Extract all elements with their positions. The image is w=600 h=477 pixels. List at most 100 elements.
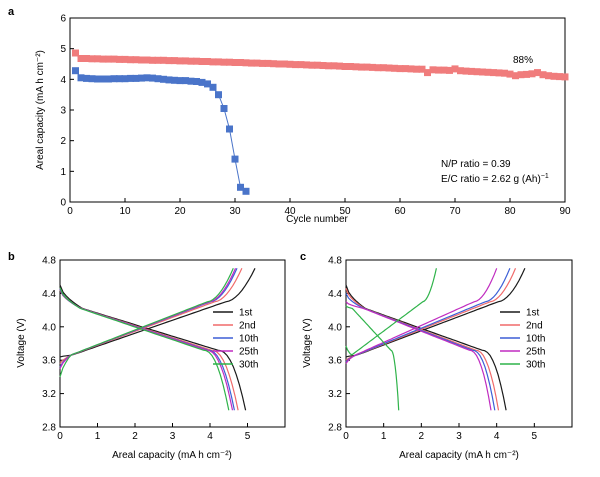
retention-annotation: 88% (513, 55, 533, 66)
panel-b-ytick-label: 4.0 (42, 322, 56, 333)
panel-b-ytick-label: 4.8 (42, 256, 56, 267)
panel-a-chart: 0 10 20 30 40 50 60 70 80 90 0 1 2 3 4 5 6 Cycle number… (35, 14, 571, 226)
panel-a-series-0-point (319, 62, 327, 69)
panel-b-ytick-label: 4.4 (42, 289, 56, 300)
panel-a-series-0-point (352, 63, 360, 71)
panel-c-ytick-label: 2.8 (328, 423, 342, 434)
panel-a-series-1-point (99, 75, 107, 83)
panel-a-series-0-point (330, 62, 338, 70)
panel-a-series-0-point (297, 61, 305, 69)
panel-a-series-0-point (336, 62, 343, 70)
panel-a-series-0-point (561, 73, 569, 81)
panel-a-series-0-point (545, 72, 552, 80)
panel-a-series-0-point (325, 62, 332, 70)
panel-letter-a: a (8, 6, 15, 18)
panel-a-series-0-point (116, 55, 123, 63)
panel-a-series-0-point (253, 59, 261, 67)
panel-a-series-0-point (528, 70, 536, 78)
panel-a-series-0-point (77, 55, 85, 62)
panel-a-series-0-point (94, 55, 101, 63)
panel-a-series-0-point (512, 72, 519, 80)
panel-a-xlabel: Cycle number (286, 214, 348, 225)
panel-a-series-0-point (154, 56, 162, 64)
panel-a-series-0-point (160, 56, 167, 64)
panel-a-series-1-point (72, 67, 79, 75)
panel-a-series-0-point (341, 63, 349, 70)
panel-c-1st-discharge-curve (345, 284, 507, 411)
legend-label-1st: 1st (239, 308, 253, 319)
panel-a-series-0-point (523, 70, 530, 78)
panel-a-series-0-point (550, 72, 558, 80)
panel-c-ytick-label: 3.6 (328, 356, 342, 367)
panel-a-series-1-point (237, 183, 244, 191)
panel-a-series-1-point (127, 74, 134, 82)
panel-a-series-0-point (385, 64, 393, 72)
np-ratio-annotation: N/P ratio = 0.39 (441, 159, 511, 170)
panel-a-series-0-point (517, 71, 525, 79)
panel-a-series-1-point (77, 74, 85, 82)
panel-a-series-1-point (94, 75, 101, 83)
panel-a-series-0-point (413, 65, 420, 73)
panel-a-series-0-point (440, 66, 448, 74)
panel-b-1st-discharge-curve (59, 284, 247, 411)
panel-c-10th-charge-curve (345, 268, 511, 363)
panel-a-series-0-point (314, 61, 321, 69)
panel-a-series-0-point (281, 60, 288, 68)
panel-b-ytick-label: 2.8 (42, 423, 56, 434)
panel-a-series-1-point (121, 75, 129, 83)
panel-a-series-1-point (220, 105, 228, 112)
panel-a-series-1-point (198, 78, 206, 86)
panel-b-1st-charge-curve (59, 268, 256, 358)
panel-a-series-0-point (534, 69, 541, 77)
panel-c-25th-discharge-curve (345, 301, 492, 411)
panel-a-ytick-label: 5 (60, 44, 66, 55)
panel-a-series-0-point (143, 56, 151, 64)
panel-a-series-1-point (176, 77, 184, 85)
legend-label-30th: 30th (526, 360, 545, 371)
panel-a-series-1-point (182, 77, 189, 85)
panel-letter-b: b (8, 251, 15, 263)
panel-a-series-0-point (479, 68, 486, 76)
panel-a-series-0-point (165, 57, 173, 65)
panel-a-series-0-point (121, 55, 129, 63)
panel-a-series-0-point (374, 64, 382, 72)
panel-a-series-0-point (435, 66, 442, 74)
panel-c-ytick-label: 4.8 (328, 256, 342, 267)
panel-a-series-0-point (99, 55, 107, 63)
panel-a-series-0-point (105, 55, 112, 63)
panel-a-series-1-point (132, 74, 140, 82)
panel-a-series-0-point (242, 59, 250, 67)
panel-c-xtick-label: 5 (532, 431, 538, 442)
legend-label-2nd: 2nd (526, 321, 543, 332)
panel-a-series-0-point (347, 63, 354, 70)
panel-a-ytick-label: 0 (60, 198, 66, 209)
panel-a-xtick-label: 20 (174, 206, 186, 217)
panel-a-series-1-point (226, 125, 233, 133)
panel-a-series-0-point (369, 63, 376, 71)
panel-a-xtick-label: 10 (119, 206, 131, 217)
panel-c-ytick-label: 4.0 (328, 322, 342, 333)
panel-a-xtick-label: 70 (449, 206, 461, 217)
panel-a-series-0-point (231, 59, 239, 66)
panel-a-series-0-point (292, 61, 299, 69)
panel-a-series-0-point (187, 57, 195, 65)
panel-a-series-0-point (127, 56, 134, 64)
panel-a-series-0-point (418, 65, 426, 73)
panel-a-series-0-point (204, 58, 211, 65)
panel-a-series-1-point (138, 74, 145, 82)
panel-c-30th-charge-curve (345, 268, 437, 356)
panel-a-ytick-label: 3 (60, 106, 66, 117)
panel-a-series-1-point (154, 75, 162, 83)
panel-a-series-0-point (457, 67, 464, 75)
panel-c-xtick-label: 1 (381, 431, 387, 442)
panel-b-10th-charge-curve (59, 268, 238, 368)
panel-a-series-0-point (396, 65, 404, 73)
panel-a-xtick-label: 90 (559, 206, 571, 217)
panel-a-series-0-point (506, 70, 514, 78)
legend-label-2nd: 2nd (239, 321, 256, 332)
panel-a-series-1-point (165, 76, 173, 84)
panel-a-series-1-point (242, 187, 250, 195)
panel-a-series-0-point (220, 58, 228, 66)
panel-b-xtick-label: 1 (95, 431, 101, 442)
